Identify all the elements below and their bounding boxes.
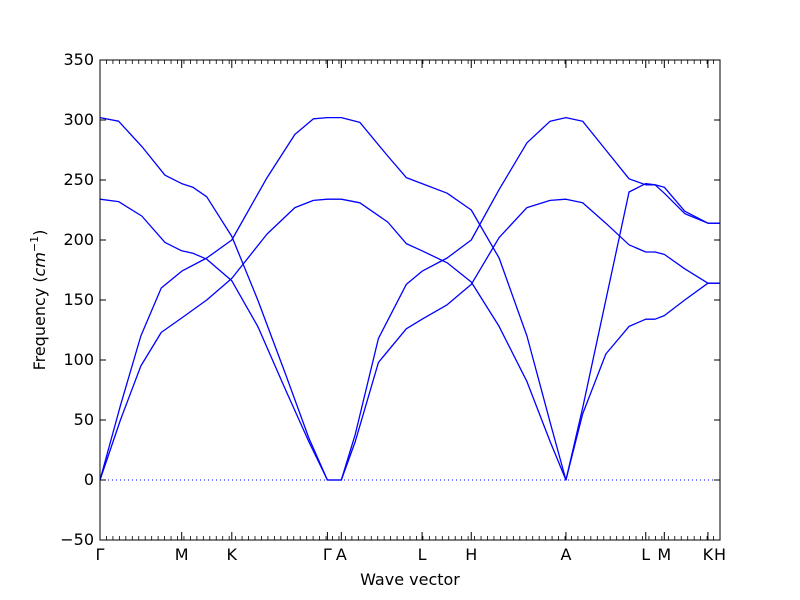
y-tick-label: 200 — [63, 230, 94, 249]
y-axis-label: Frequency (cm−1) — [28, 230, 49, 371]
band-line-1 — [99, 116, 720, 481]
y-tick-label: −50 — [60, 530, 94, 549]
x-tick-label: Γ — [96, 545, 105, 564]
y-tick-label: 250 — [63, 170, 94, 189]
y-tick-label: 0 — [84, 470, 94, 489]
x-tick-label: K — [227, 545, 238, 564]
y-tick-label: 300 — [63, 110, 94, 129]
y-tick-label: 50 — [74, 410, 94, 429]
x-axis-label: Wave vector — [360, 570, 460, 589]
x-tick-label: M — [657, 545, 671, 564]
x-tick-label: A — [336, 545, 347, 564]
x-tick-label: A — [560, 545, 571, 564]
y-tick-label: 350 — [63, 50, 94, 69]
x-tick-label: L — [418, 545, 427, 564]
y-tick-label: 100 — [63, 350, 94, 369]
x-tick-label: Γ — [323, 545, 332, 564]
x-tick-label: H — [714, 545, 726, 564]
band-line-3 — [99, 198, 720, 481]
band-line-4 — [99, 198, 720, 481]
plot-frame — [99, 59, 721, 541]
x-tick-label: K — [703, 545, 714, 564]
y-tick-label: 150 — [63, 290, 94, 309]
x-tick-label: L — [641, 545, 650, 564]
plot-area — [99, 116, 720, 481]
band-line-2 — [99, 116, 720, 481]
x-tick-label: M — [175, 545, 189, 564]
x-tick-label: H — [465, 545, 477, 564]
